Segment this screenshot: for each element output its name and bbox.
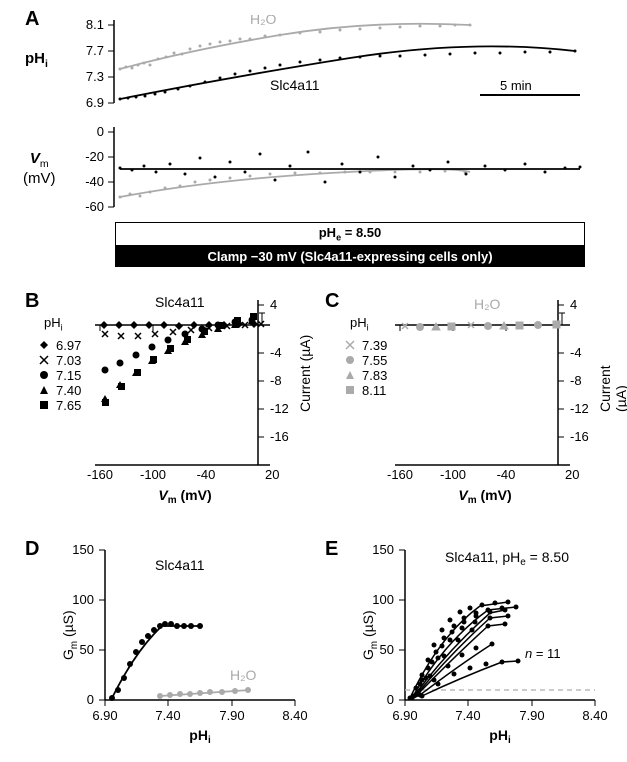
svg-text:7.3: 7.3	[86, 69, 104, 84]
svg-text:Slc4a11: Slc4a11	[155, 557, 205, 573]
panel-e-label: E	[325, 538, 338, 561]
svg-text:6.90: 6.90	[392, 708, 417, 723]
svg-text:-16: -16	[270, 429, 289, 444]
svg-text:-60: -60	[85, 199, 104, 214]
svg-text:4: 4	[570, 297, 577, 312]
panel-b-label: B	[25, 290, 39, 313]
condition-bar-phe: pHe = 8.50	[115, 222, 585, 246]
svg-text:Slc4a11: Slc4a11	[155, 295, 205, 310]
panel-a-conditions: pHe = 8.50 Clamp −30 mV (Slc4a11-express…	[115, 222, 585, 267]
svg-text:0: 0	[97, 124, 104, 139]
svg-text:-40: -40	[497, 467, 516, 482]
svg-text:5 min: 5 min	[500, 78, 532, 93]
svg-text:6.90: 6.90	[92, 708, 117, 723]
panel-a-vm-chart: -60 -40 -20 0	[50, 122, 605, 217]
panel-e-ylabel: Gm (µS)	[360, 610, 380, 660]
svg-text:H₂O: H₂O	[250, 15, 277, 27]
svg-text:-100: -100	[140, 467, 166, 482]
svg-text:-20: -20	[85, 149, 104, 164]
svg-text:pHi: pHi	[489, 727, 511, 745]
svg-text:7.90: 7.90	[519, 708, 544, 723]
svg-text:100: 100	[72, 592, 94, 607]
svg-text:150: 150	[372, 542, 394, 557]
svg-text:50: 50	[380, 642, 394, 657]
svg-text:-8: -8	[270, 373, 282, 388]
svg-text:-12: -12	[570, 401, 589, 416]
panel-a-phi-ylabel: pHi	[25, 50, 48, 70]
svg-text:7.40: 7.40	[155, 708, 180, 723]
condition-bar-clamp: Clamp −30 mV (Slc4a11-expressing cells o…	[115, 246, 585, 267]
panel-c-label: C	[325, 290, 339, 313]
svg-text:-40: -40	[85, 174, 104, 189]
svg-text:Slc4a11, pHe = 8.50: Slc4a11, pHe = 8.50	[445, 549, 569, 568]
svg-text:4: 4	[270, 297, 277, 312]
panel-c-ylabel: Current (µA)	[597, 365, 627, 412]
svg-text:8.40: 8.40	[582, 708, 607, 723]
svg-text:8.1: 8.1	[86, 17, 104, 32]
panel-b-ylabel: Current (µA)	[297, 335, 313, 412]
svg-text:-160: -160	[87, 467, 113, 482]
svg-text:Vm (mV): Vm (mV)	[158, 487, 211, 505]
svg-text:Slc4a11: Slc4a11	[270, 77, 320, 93]
panel-a-vm-ylabel: Vm(mV)	[23, 150, 56, 187]
svg-text:0: 0	[387, 692, 394, 707]
svg-text:20: 20	[265, 467, 279, 482]
svg-text:20: 20	[565, 467, 579, 482]
svg-text:6.9: 6.9	[86, 95, 104, 110]
svg-text:150: 150	[72, 542, 94, 557]
panel-d-ylabel: Gm (µS)	[60, 610, 80, 660]
svg-text:7.40: 7.40	[455, 708, 480, 723]
svg-text:-16: -16	[570, 429, 589, 444]
panel-b-legend: pHi 6.97 7.03 7.15 7.40 7.65	[38, 315, 81, 413]
svg-text:-12: -12	[270, 401, 289, 416]
svg-text:7.90: 7.90	[219, 708, 244, 723]
svg-text:-100: -100	[440, 467, 466, 482]
svg-text:-160: -160	[387, 467, 413, 482]
panel-c-legend: pHi 7.39 7.55 7.83 8.11	[344, 315, 387, 398]
svg-text:-40: -40	[197, 467, 216, 482]
svg-text:Vm (mV): Vm (mV)	[458, 487, 511, 505]
svg-text:0: 0	[87, 692, 94, 707]
svg-text:H₂O: H₂O	[474, 296, 501, 312]
svg-text:pHi: pHi	[189, 727, 211, 745]
svg-text:n = 11: n = 11	[525, 646, 561, 661]
svg-text:H₂O: H₂O	[230, 667, 257, 683]
svg-text:100: 100	[372, 592, 394, 607]
svg-text:50: 50	[80, 642, 94, 657]
svg-text:-4: -4	[270, 345, 282, 360]
panel-e-chart: 0 50 100 150 6.90 7.40 7.90 8.40	[360, 540, 610, 745]
panel-d-label: D	[25, 538, 39, 561]
svg-text:8.40: 8.40	[282, 708, 307, 723]
panel-d-chart: 0 50 100 150 6.90 7.40 7.90 8.40 Slc4a11…	[60, 540, 310, 745]
panel-a-phi-chart: 6.9 7.3 7.7 8.1 H₂O	[50, 15, 605, 115]
svg-text:-8: -8	[570, 373, 582, 388]
svg-text:-4: -4	[570, 345, 582, 360]
panel-a-label: A	[25, 8, 39, 31]
svg-text:7.7: 7.7	[86, 43, 104, 58]
